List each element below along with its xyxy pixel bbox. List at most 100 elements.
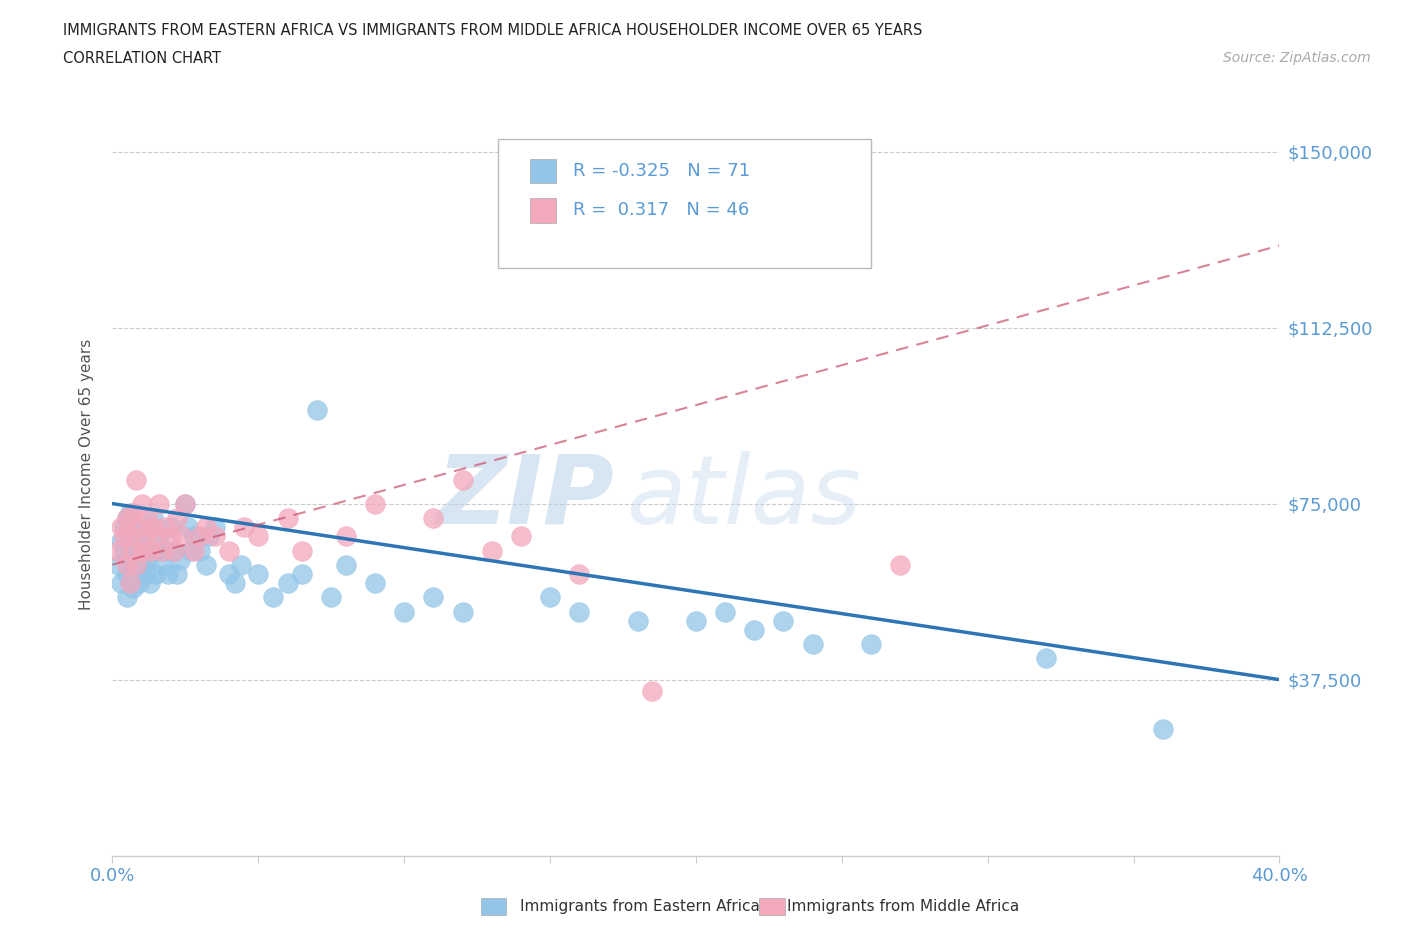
Point [142,520,165,535]
Point [139,576,162,591]
Point [145,529,167,544]
Point [115,590,138,604]
Point [188,543,211,558]
Point [568,566,591,581]
Point [685,614,707,629]
Point [134,566,156,581]
Point [247,529,270,544]
Point [163,543,186,558]
Point [118,576,141,591]
Point [364,497,387,512]
Point [136,552,159,567]
Point [107,543,129,558]
Point [118,543,141,558]
Point [229,557,252,572]
Point [291,566,314,581]
Point [110,576,132,591]
Point [183,529,205,544]
Point [568,604,591,619]
Point [305,403,328,418]
Point [115,557,138,572]
Point [188,529,211,544]
Point [180,543,202,558]
FancyBboxPatch shape [530,198,555,222]
Point [335,529,357,544]
Point [122,529,145,544]
Point [139,543,162,558]
Point [122,543,145,558]
Point [112,520,135,535]
Point [118,576,141,591]
Point [131,543,153,558]
Point [128,543,150,558]
Point [204,520,226,535]
Point [451,604,474,619]
Point [163,543,186,558]
Point [125,566,148,581]
Point [772,614,794,629]
Point [394,604,416,619]
Point [451,472,474,487]
Point [276,511,298,525]
Y-axis label: Householder Income Over 65 years: Householder Income Over 65 years [79,339,94,610]
Point [139,543,162,558]
Point [145,543,167,558]
Point [169,552,191,567]
Point [262,590,284,604]
Point [110,534,132,549]
Point [204,529,226,544]
Point [122,557,145,572]
Point [685,167,707,182]
Point [218,543,240,558]
Point [364,576,387,591]
Point [714,604,737,619]
Point [641,684,664,698]
Point [153,520,176,535]
Point [166,566,188,581]
Point [110,520,132,535]
Point [125,472,148,487]
Point [122,580,145,595]
Point [194,520,217,535]
Point [134,529,156,544]
Point [422,590,444,604]
Point [232,520,254,535]
Point [122,506,145,521]
Point [218,566,240,581]
Point [150,557,173,572]
Point [172,529,194,544]
Point [174,497,197,512]
Text: Immigrants from Middle Africa: Immigrants from Middle Africa [787,899,1019,914]
Point [538,590,561,604]
Point [131,497,153,512]
Text: IMMIGRANTS FROM EASTERN AFRICA VS IMMIGRANTS FROM MIDDLE AFRICA HOUSEHOLDER INCO: IMMIGRANTS FROM EASTERN AFRICA VS IMMIGR… [63,23,922,38]
Point [801,637,824,652]
Point [136,511,159,525]
Point [115,511,138,525]
Point [889,557,911,572]
Point [627,614,650,629]
Point [194,557,217,572]
Point [481,543,503,558]
FancyBboxPatch shape [530,159,555,183]
Point [174,497,197,512]
Point [118,529,141,544]
Point [128,576,150,591]
Point [153,543,176,558]
Text: Immigrants from Eastern Africa: Immigrants from Eastern Africa [520,899,761,914]
Point [136,520,159,535]
Point [148,497,170,512]
Point [224,576,246,591]
Point [125,543,148,558]
Point [125,520,148,535]
Point [166,511,188,525]
Point [160,529,183,544]
Point [183,543,205,558]
Point [131,557,153,572]
Point [134,543,156,558]
Text: ZIP: ZIP [436,451,614,544]
Point [1035,651,1057,666]
Point [1152,722,1174,737]
Text: R =  0.317   N = 46: R = 0.317 N = 46 [574,202,749,219]
Point [160,520,183,535]
